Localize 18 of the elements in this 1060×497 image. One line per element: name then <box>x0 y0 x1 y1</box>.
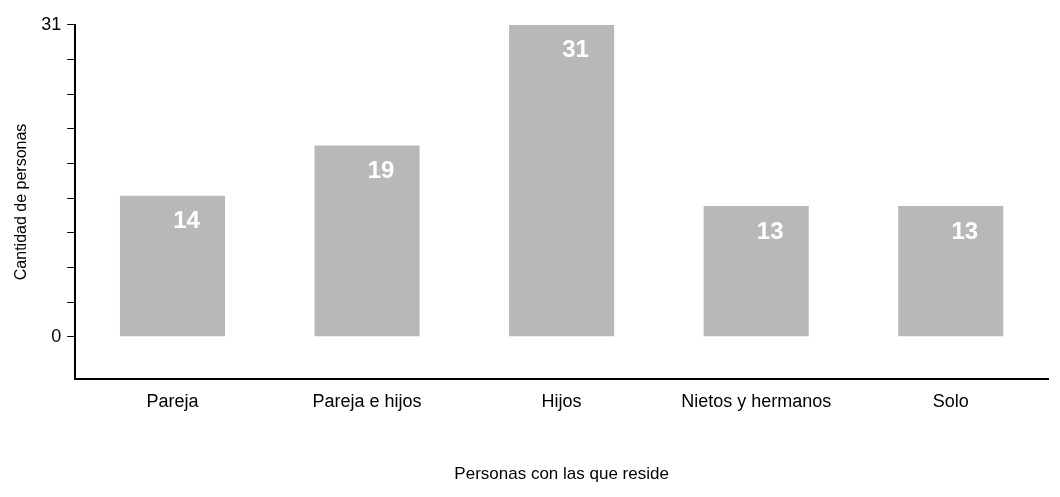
x-tick-label: Nietos y hermanos <box>681 390 832 411</box>
data-label: 13 <box>951 216 979 244</box>
data-label: 14 <box>173 206 201 234</box>
bar <box>703 205 809 337</box>
data-label: 31 <box>562 35 589 63</box>
bar <box>314 145 420 337</box>
x-tick-label: Solo <box>932 390 969 411</box>
x-tick-label: Pareja <box>146 390 200 411</box>
x-tick-label: Hijos <box>541 390 582 411</box>
x-axis-title: Personas con las que reside <box>454 464 669 484</box>
x-tick-label: Pareja e hijos <box>312 390 422 411</box>
y-axis-title: Cantidad de personas <box>12 123 30 281</box>
data-label: 13 <box>756 216 784 244</box>
y-tick-label: 0 <box>51 325 62 346</box>
bar <box>509 24 615 337</box>
data-label: 19 <box>367 156 395 184</box>
bar <box>898 205 1004 337</box>
bar <box>119 195 226 337</box>
